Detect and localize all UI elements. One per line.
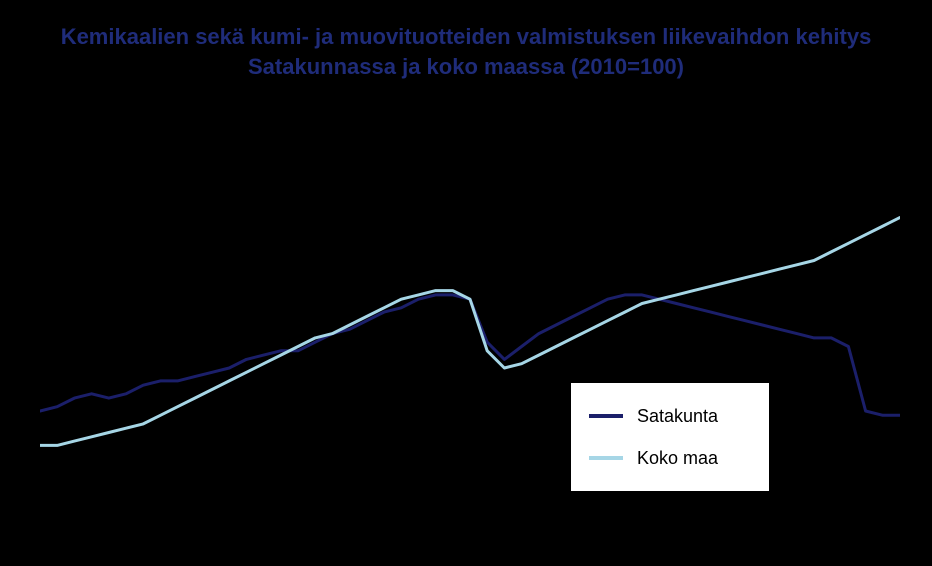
legend-swatch-kokomaa	[589, 456, 623, 460]
legend-item-kokomaa: Koko maa	[589, 448, 751, 469]
series-satakunta	[40, 295, 900, 415]
chart-title-line2: Satakunnassa ja koko maassa (2010=100)	[248, 54, 684, 79]
chart-title-line1: Kemikaalien sekä kumi- ja muovituotteide…	[61, 24, 872, 49]
chart-container: Kemikaalien sekä kumi- ja muovituotteide…	[0, 0, 932, 566]
legend-label-kokomaa: Koko maa	[637, 448, 718, 469]
legend-item-satakunta: Satakunta	[589, 406, 751, 427]
legend-swatch-satakunta	[589, 414, 623, 418]
legend-label-satakunta: Satakunta	[637, 406, 718, 427]
legend: Satakunta Koko maa	[570, 382, 770, 492]
plot-area	[40, 110, 900, 540]
chart-title: Kemikaalien sekä kumi- ja muovituotteide…	[0, 22, 932, 81]
series-koko-maa	[40, 218, 900, 446]
